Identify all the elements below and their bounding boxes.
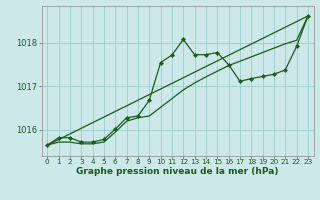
X-axis label: Graphe pression niveau de la mer (hPa): Graphe pression niveau de la mer (hPa) — [76, 167, 279, 176]
